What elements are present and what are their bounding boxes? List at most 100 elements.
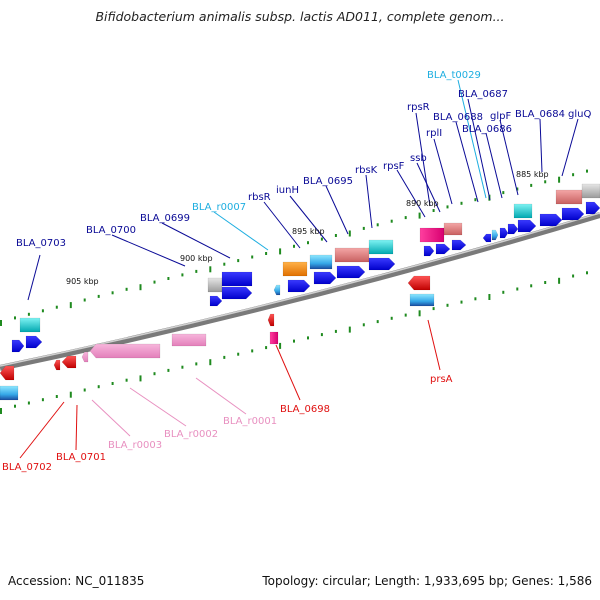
gene-label[interactable]: rpsF (383, 161, 405, 172)
gene-feature[interactable] (491, 229, 499, 241)
gene-feature[interactable] (287, 279, 311, 293)
track-dot (432, 307, 435, 311)
gene-feature[interactable] (443, 222, 463, 236)
gene-feature[interactable] (539, 213, 563, 227)
gene-label[interactable]: BLA_0700 (86, 225, 136, 236)
gene-feature[interactable] (336, 265, 366, 279)
gene-label[interactable]: glpF (490, 111, 511, 122)
track-dot (251, 255, 254, 259)
gene-label[interactable]: ssb (410, 153, 427, 164)
track-dot (223, 262, 226, 266)
track-dot (55, 395, 58, 398)
scale-labels-layer: 905 kbp 900 kbp 895 kbp 890 kbp 885 kbp (66, 170, 549, 286)
gene-feature[interactable] (581, 183, 600, 199)
gene-label[interactable]: BLA_r0002 (164, 429, 218, 440)
gene-feature[interactable] (171, 333, 207, 347)
leader-line (485, 132, 503, 199)
track-dot (516, 187, 519, 191)
track-dot (279, 248, 282, 255)
gene-feature[interactable] (273, 284, 281, 296)
gene-feature[interactable] (207, 277, 223, 293)
track-dot (209, 359, 212, 366)
gene-feature[interactable] (221, 271, 253, 287)
gene-feature[interactable] (561, 207, 585, 221)
gene-label[interactable]: BLA_t0029 (427, 70, 481, 81)
gene-feature[interactable] (313, 271, 337, 285)
gene-feature[interactable] (409, 293, 435, 307)
gene-feature[interactable] (499, 227, 509, 239)
gene-label[interactable]: BLA_0699 (140, 213, 190, 224)
gene-feature[interactable] (482, 233, 492, 243)
gene-feature[interactable] (435, 243, 451, 255)
track-dot (223, 355, 226, 359)
leader-line (325, 185, 349, 235)
gene-feature[interactable] (368, 239, 394, 255)
track-dot (167, 277, 170, 280)
gene-feature[interactable] (407, 275, 431, 291)
gene-label[interactable]: BLA_0684 (515, 109, 565, 120)
gene-label[interactable]: gluQ (568, 109, 591, 120)
track-dot (251, 349, 254, 353)
gene-feature[interactable] (11, 339, 25, 353)
gene-feature[interactable] (423, 245, 435, 257)
gene-feature[interactable] (368, 257, 396, 271)
track-dot (418, 212, 421, 219)
gene-label[interactable]: BLA_0695 (303, 176, 353, 187)
gene-feature[interactable] (0, 385, 19, 401)
track-dot (446, 205, 449, 209)
track-dot (460, 201, 463, 205)
leader-line (263, 201, 301, 249)
leader-line (416, 162, 441, 213)
gene-feature[interactable] (507, 223, 519, 235)
gene-feature[interactable] (419, 227, 445, 243)
gene-feature[interactable] (89, 343, 161, 359)
gene-feature[interactable] (555, 189, 583, 205)
track-dot (307, 241, 309, 245)
gene-label[interactable]: BLA_0688 (433, 112, 483, 123)
gene-feature[interactable] (53, 359, 61, 371)
gene-feature[interactable] (267, 313, 275, 327)
track-dot (125, 378, 128, 382)
gene-label[interactable]: BLA_0701 (56, 452, 106, 463)
gene-label[interactable]: BLA_0687 (458, 89, 508, 100)
leader-line (457, 79, 487, 199)
gene-label[interactable]: BLA_0702 (2, 462, 52, 473)
gene-feature[interactable] (269, 331, 279, 345)
gene-feature[interactable] (517, 219, 537, 233)
gene-feature[interactable] (61, 355, 77, 369)
gene-label[interactable]: iunH (276, 185, 299, 196)
gene-label[interactable]: BLA_r0003 (108, 440, 162, 451)
gene-feature[interactable] (451, 239, 467, 251)
gene-label[interactable]: rplI (426, 128, 442, 139)
gene-feature[interactable] (19, 317, 41, 333)
leader-line (195, 377, 247, 415)
track-dot (320, 237, 323, 241)
gene-feature[interactable] (0, 365, 15, 381)
gene-feature[interactable] (334, 247, 370, 263)
gene-feature[interactable] (309, 254, 333, 270)
gene-label[interactable]: prsA (430, 374, 453, 385)
chromosome-backbone-highlight (0, 212, 600, 367)
gene-feature[interactable] (209, 295, 223, 307)
gene-feature[interactable] (513, 203, 533, 219)
track-dot (195, 362, 198, 366)
gene-label[interactable]: BLA_r0007 (192, 202, 246, 213)
gene-feature[interactable] (81, 351, 89, 363)
accession-info: Accession: NC_011835 (8, 574, 145, 588)
gene-label[interactable]: BLA_r0001 (223, 416, 277, 427)
gene-feature[interactable] (221, 286, 253, 300)
track-dot (348, 326, 351, 333)
gene-label[interactable]: BLA_0698 (280, 404, 330, 415)
gene-label[interactable]: BLA_0686 (462, 124, 512, 135)
gene-label[interactable]: rbsR (248, 192, 271, 203)
gene-label[interactable]: BLA_0703 (16, 238, 66, 249)
gene-feature[interactable] (585, 201, 600, 215)
gene-label[interactable]: rpsR (407, 102, 430, 113)
track-dot (83, 388, 86, 392)
track-dot (55, 305, 58, 309)
gene-feature[interactable] (282, 261, 308, 277)
gene-labels-layer: BLA_0703 BLA_0700 BLA_0699 rbsR iunH BLA_0695… (2, 70, 591, 473)
gene-label[interactable]: rbsK (355, 165, 378, 176)
gene-feature[interactable] (25, 335, 43, 349)
